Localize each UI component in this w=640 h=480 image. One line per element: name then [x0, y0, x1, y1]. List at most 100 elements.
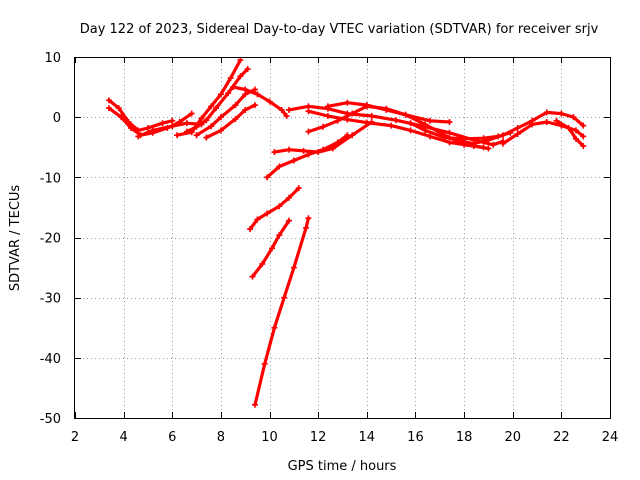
data-point-track-12	[324, 103, 331, 110]
x-tick-label: 24	[602, 430, 619, 445]
data-point-track-12	[480, 144, 487, 151]
data-point-track-3	[135, 133, 142, 140]
data-point-track-18	[329, 145, 336, 152]
y-tick-label: -20	[40, 232, 61, 247]
data-point-track-14	[543, 109, 550, 116]
data-point-track-11	[334, 117, 341, 124]
x-tick-label: 8	[217, 430, 225, 445]
data-point-track-11	[427, 117, 434, 124]
data-point-track-8	[230, 84, 237, 91]
data-point-track-17	[264, 174, 271, 181]
data-point-track-20	[268, 245, 275, 252]
plot-frame	[74, 57, 611, 419]
data-point-track-9	[286, 106, 292, 113]
data-point-track-11	[446, 118, 453, 125]
data-point-track-14	[485, 137, 492, 144]
series-line-track-19	[248, 186, 301, 231]
x-tick-label: 2	[71, 430, 79, 445]
data-point-track-18	[315, 149, 322, 156]
data-point-track-14	[580, 122, 587, 129]
data-point-track-18	[349, 132, 356, 139]
data-point-track-3	[169, 123, 176, 130]
data-point-track-6	[217, 114, 224, 121]
data-point-track-10	[485, 145, 492, 152]
data-point-track-7	[217, 127, 224, 134]
data-point-track-4	[208, 103, 215, 110]
x-tick-label: 22	[553, 430, 570, 445]
tick-layer	[75, 57, 611, 419]
data-point-track-2	[127, 124, 134, 131]
data-point-track-21	[251, 401, 258, 408]
data-point-track-20	[249, 273, 256, 280]
y-tick-label: -30	[40, 292, 61, 307]
data-point-track-20	[276, 232, 283, 239]
data-point-track-9	[368, 112, 375, 119]
data-point-track-2	[106, 105, 113, 112]
data-point-track-15	[572, 127, 579, 134]
data-point-track-3	[183, 120, 190, 127]
data-point-track-11	[320, 123, 327, 130]
data-point-track-19	[286, 194, 292, 201]
data-point-track-2	[118, 114, 125, 121]
data-point-track-20	[259, 260, 266, 267]
data-point-track-10	[407, 127, 414, 134]
data-point-track-17	[290, 157, 297, 164]
y-tick-label: -40	[40, 352, 61, 367]
data-point-track-12	[363, 102, 370, 109]
data-point-track-14	[558, 110, 565, 117]
data-point-track-15	[500, 140, 506, 147]
data-point-track-7	[251, 102, 258, 109]
y-tick-label: -50	[40, 412, 61, 427]
data-point-track-21	[261, 360, 268, 367]
data-point-track-18	[300, 147, 307, 154]
data-point-track-21	[303, 224, 310, 231]
data-point-track-18	[368, 118, 375, 125]
data-point-track-15	[529, 121, 536, 128]
data-point-track-7	[203, 134, 210, 141]
data-point-track-19	[276, 203, 283, 210]
data-point-track-5	[183, 128, 190, 135]
data-point-track-12	[344, 99, 351, 106]
data-point-track-19	[247, 226, 254, 233]
data-point-track-16	[580, 143, 587, 150]
data-point-track-10	[305, 108, 312, 115]
data-point-track-5	[237, 73, 244, 80]
data-point-track-7	[242, 106, 249, 113]
data-point-track-8	[242, 86, 249, 93]
series-line-track-6	[195, 87, 257, 137]
series-line-track-16	[554, 119, 585, 148]
x-tick-label: 20	[504, 430, 521, 445]
data-point-track-18	[271, 149, 278, 156]
data-point-track-14	[500, 132, 506, 139]
x-tick-label: 12	[310, 430, 327, 445]
data-point-track-4	[227, 75, 234, 82]
y-tick-label: 0	[53, 111, 61, 126]
data-point-track-9	[490, 141, 497, 148]
data-point-track-10	[324, 112, 331, 119]
data-point-track-6	[208, 123, 215, 130]
data-point-track-14	[470, 140, 477, 147]
data-point-track-14	[514, 124, 521, 131]
data-point-track-6	[232, 102, 239, 109]
data-point-track-8	[266, 98, 273, 105]
y-axis-label: SDTVAR / TECUs	[8, 185, 23, 292]
x-tick-label: 18	[456, 430, 473, 445]
data-point-track-14	[456, 138, 463, 145]
data-point-track-5	[193, 123, 200, 130]
data-point-track-13	[422, 127, 429, 134]
data-point-track-6	[251, 86, 258, 93]
data-point-track-1	[106, 97, 113, 104]
data-point-track-11	[305, 128, 312, 135]
data-point-track-19	[295, 185, 302, 192]
data-point-track-6	[193, 132, 200, 139]
data-point-track-2	[188, 110, 195, 117]
data-point-track-15	[580, 133, 587, 140]
data-point-track-4	[217, 91, 224, 98]
x-tick-label: 10	[261, 430, 278, 445]
data-point-track-20	[286, 217, 292, 224]
data-point-track-1	[144, 124, 151, 131]
y-tick-label: 10	[44, 51, 61, 66]
